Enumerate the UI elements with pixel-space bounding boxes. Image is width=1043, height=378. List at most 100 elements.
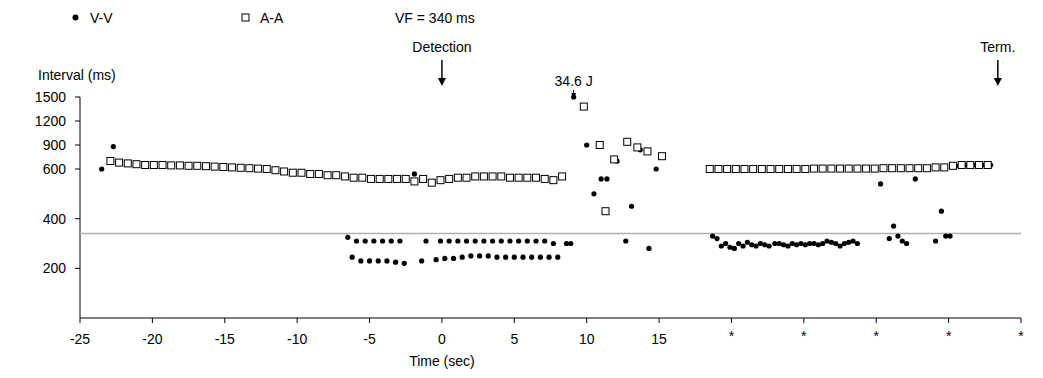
point	[723, 241, 728, 246]
axes: 20040060090012001500-25-20-15-10-5051015…	[35, 89, 1024, 347]
x-tick-label: 10	[579, 331, 595, 347]
point	[125, 161, 130, 166]
point	[107, 158, 114, 165]
point	[611, 156, 618, 163]
point	[958, 162, 965, 169]
point	[550, 177, 557, 184]
point	[820, 241, 825, 246]
point	[203, 164, 208, 169]
point	[524, 174, 531, 181]
point	[247, 166, 252, 171]
point	[446, 175, 453, 182]
point	[591, 191, 596, 196]
point	[863, 165, 870, 172]
point	[169, 163, 174, 168]
point	[551, 241, 556, 246]
point	[202, 163, 209, 170]
threshold-line	[80, 233, 1021, 235]
point	[402, 175, 409, 182]
point	[599, 176, 604, 181]
x-tick	[659, 318, 660, 323]
y-tick-label: 1500	[35, 89, 66, 105]
point	[142, 162, 149, 169]
point	[464, 238, 469, 243]
x-tick	[876, 318, 877, 323]
point	[542, 238, 547, 243]
point	[358, 258, 363, 263]
point	[745, 240, 750, 245]
point	[308, 171, 313, 176]
point	[419, 258, 424, 263]
point	[229, 164, 236, 171]
point	[906, 165, 913, 172]
point	[176, 162, 183, 169]
point	[845, 165, 852, 172]
point	[503, 255, 508, 260]
point	[984, 162, 991, 169]
point	[923, 165, 930, 172]
point	[237, 164, 244, 171]
legend-item: V-V	[73, 10, 114, 26]
point	[354, 238, 359, 243]
point	[949, 162, 956, 169]
point	[273, 168, 278, 173]
point	[428, 179, 435, 186]
point	[380, 238, 385, 243]
point	[855, 241, 860, 246]
point	[767, 243, 772, 248]
annotations: Detection34.6 JTerm.	[412, 39, 1015, 98]
legend: V-VA-AVF = 340 ms	[73, 10, 475, 26]
point	[423, 238, 428, 243]
x-tick	[586, 318, 587, 323]
x-tick	[152, 318, 153, 323]
point	[99, 166, 104, 171]
point	[437, 177, 444, 184]
point	[177, 163, 182, 168]
series-square	[107, 103, 991, 215]
y-tick-label: 900	[43, 137, 67, 153]
legend-label: A-A	[260, 10, 284, 26]
point	[529, 255, 534, 260]
point	[732, 166, 739, 173]
point	[134, 162, 139, 167]
point	[753, 243, 758, 248]
point	[895, 233, 900, 238]
point	[282, 169, 287, 174]
point	[151, 162, 156, 167]
point	[160, 162, 165, 167]
point	[195, 163, 200, 168]
point	[451, 256, 456, 261]
point	[837, 165, 844, 172]
point	[516, 238, 521, 243]
point	[116, 160, 121, 165]
point	[194, 162, 201, 169]
point	[480, 173, 487, 180]
point	[472, 173, 479, 180]
point	[116, 159, 123, 166]
point	[124, 160, 131, 167]
point	[932, 164, 939, 171]
point	[468, 253, 473, 258]
y-axis-line	[80, 97, 81, 318]
point	[298, 169, 305, 176]
y-axis-title: Interval (ms)	[38, 67, 116, 83]
point	[634, 144, 641, 151]
point	[828, 165, 835, 172]
point	[710, 233, 715, 238]
point	[350, 174, 357, 181]
point	[185, 162, 192, 169]
point	[211, 163, 218, 170]
x-tick-label: -20	[142, 331, 162, 347]
point	[420, 175, 427, 182]
point	[359, 174, 366, 181]
point	[363, 238, 368, 243]
point	[878, 181, 883, 186]
x-tick-label: -25	[70, 331, 90, 347]
point	[740, 243, 745, 248]
point	[897, 165, 904, 172]
point	[624, 138, 631, 145]
point	[393, 260, 398, 265]
point	[596, 142, 603, 149]
point	[646, 246, 651, 251]
point	[460, 255, 465, 260]
